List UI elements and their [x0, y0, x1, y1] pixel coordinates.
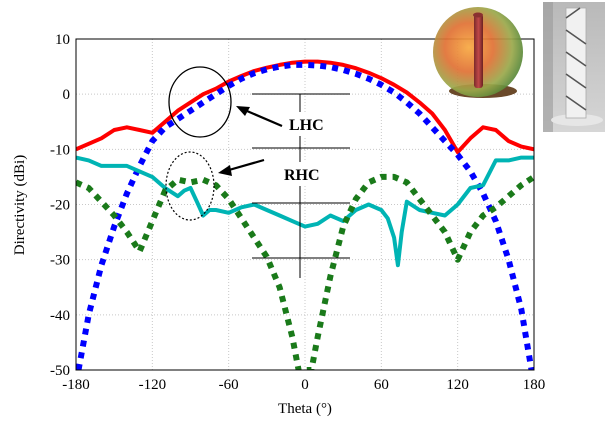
x-tick-label: 120	[446, 377, 469, 393]
series-line-3	[76, 173, 534, 370]
x-tick-label: -120	[139, 377, 167, 393]
legend-label-bg-rhc	[280, 162, 338, 186]
callout-lhc	[168, 66, 283, 138]
callout-ellipse-lhc	[168, 66, 232, 138]
x-tick-label: 0	[301, 377, 309, 393]
photo-cylinder	[565, 7, 587, 119]
series-line-0	[76, 59, 534, 155]
x-tick-label: -60	[219, 377, 239, 393]
plot-frame	[75, 38, 535, 371]
legend-label-rhc: RHC	[284, 167, 320, 184]
spherical-radome-antenna-render-icon	[433, 7, 523, 98]
legend-label-bg-lhc	[286, 112, 340, 136]
y-tick-label: 0	[63, 87, 71, 103]
y-tick-label: -10	[50, 142, 70, 158]
series-line-1	[76, 61, 534, 370]
y-tick-label: -30	[50, 253, 70, 269]
radome-rod-top	[473, 12, 483, 18]
radome-rod	[474, 14, 483, 88]
arrowhead-lhc-icon	[236, 106, 250, 116]
legend-label-lhc: LHC	[289, 117, 324, 134]
photo-helix	[565, 7, 587, 111]
y-tick-label: -50	[50, 363, 70, 379]
y-tick-label: -20	[50, 198, 70, 214]
arrowhead-rhc-icon	[218, 165, 232, 176]
x-tick-label: 180	[523, 377, 546, 393]
series-line-2	[76, 155, 534, 268]
y-axis-title: Directivity (dBi)	[12, 155, 28, 255]
callout-ellipse-rhc	[165, 151, 215, 221]
y-tick-label: -40	[50, 308, 70, 324]
callout-rhc	[165, 151, 265, 221]
x-tick-label: -180	[62, 377, 90, 393]
helical-antenna-photo-icon	[543, 2, 605, 132]
tick-labels: -180 -120 -60 0 60 120 180 10 0 -10 -20 -30 -40 -50	[50, 32, 545, 393]
y-tick-label: 10	[55, 32, 70, 48]
photo-shadow	[543, 2, 553, 132]
photo-base	[551, 114, 603, 126]
legend: LHC RHC	[252, 93, 350, 278]
x-tick-label: 60	[374, 377, 389, 393]
x-axis-title: Theta (°)	[278, 401, 332, 417]
data-series	[76, 59, 534, 370]
